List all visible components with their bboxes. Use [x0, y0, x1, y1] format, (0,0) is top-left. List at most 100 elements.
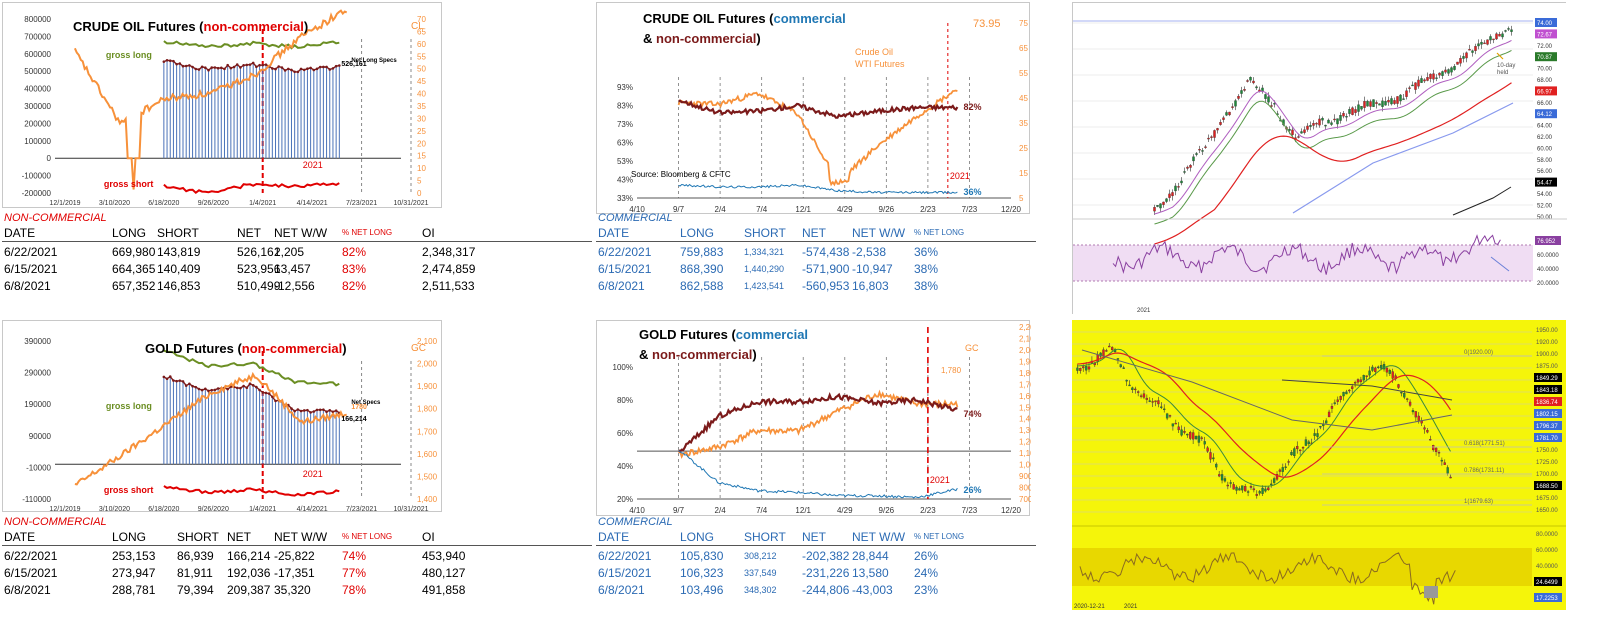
table-cell: 103,496	[680, 583, 724, 597]
net-marker	[194, 67, 198, 71]
candle-body	[1223, 478, 1227, 482]
net-marker	[200, 65, 204, 69]
net-marker	[334, 64, 338, 68]
right-tick-label: 800	[1019, 484, 1031, 493]
candle-body	[1315, 122, 1318, 125]
table-cell: 140,409	[157, 262, 201, 276]
rsi-tick-label: 17.2253	[1536, 596, 1558, 602]
candle-body	[1163, 408, 1166, 411]
candle-body	[1108, 345, 1111, 348]
price-tick-badge	[1534, 385, 1562, 394]
rsi-line	[1112, 234, 1501, 275]
candle-body	[1168, 193, 1171, 198]
candle-body	[1378, 103, 1381, 106]
candle-body	[1336, 399, 1339, 402]
x-tick-label: 6/18/2020	[148, 506, 179, 513]
price-tick-badge	[1534, 421, 1562, 430]
price-tick-label: 1843.18	[1536, 388, 1558, 394]
left-tick-label: 80%	[617, 396, 633, 405]
candle-body	[1110, 347, 1114, 351]
candle-body	[1316, 433, 1319, 437]
candle-body	[1417, 415, 1420, 421]
price-line	[677, 89, 958, 187]
candle-body	[1160, 406, 1163, 408]
candle-body	[1345, 116, 1348, 118]
candle-body	[1411, 410, 1415, 413]
table-cell: 253,153	[112, 549, 156, 563]
candle-body	[1249, 486, 1253, 488]
table-row: 6/22/2021 253,153 86,939 166,214 -25,822 74% 4…	[2, 549, 592, 566]
table-cell: -571,900	[802, 262, 850, 276]
candle-body	[1275, 474, 1279, 480]
candle-body	[1319, 426, 1322, 428]
chart-title-line2-part: non-commercial	[652, 347, 752, 362]
right-tick-label: 35	[417, 102, 426, 111]
candle-body	[1194, 436, 1198, 440]
rsi-tick-label: 80.0000	[1536, 532, 1558, 538]
candle-body	[1446, 467, 1449, 474]
x-tick-label: 9/7	[673, 205, 685, 214]
net-marker	[204, 387, 207, 391]
candle-body	[1504, 30, 1507, 32]
net-marker	[181, 380, 185, 383]
table-cell: 13,457	[274, 262, 311, 276]
candle-body	[1291, 129, 1294, 135]
price-tick-badge	[1534, 433, 1562, 442]
table-header-row: DATE LONG SHORT NET NET W/W % NET LONG	[596, 530, 1036, 547]
right-tick-label: 20	[417, 139, 426, 148]
table-cell: -244,806	[802, 583, 850, 597]
price-tick-label: 72.67	[1537, 32, 1553, 38]
candle-body	[1507, 28, 1510, 30]
candle-body	[1437, 452, 1441, 454]
right-tick-label: 1,500	[417, 472, 438, 481]
series-label: Crude Oil	[855, 47, 893, 57]
candle-body	[1443, 462, 1446, 465]
net-marker	[261, 63, 265, 67]
candle-body	[1321, 118, 1324, 121]
table-header-cell: NET	[802, 226, 826, 240]
net-marker	[162, 375, 166, 379]
candle-body	[1267, 487, 1270, 491]
candle-body	[1218, 474, 1221, 477]
candle-body	[1297, 136, 1300, 138]
left-tick-label: 300000	[24, 102, 51, 111]
table-cell: 453,940	[422, 549, 466, 563]
candle-body	[1210, 136, 1213, 138]
net-marker	[229, 66, 233, 70]
table-cell: 2,348,317	[422, 245, 476, 259]
left-tick-label: 400000	[24, 85, 51, 94]
candle-body	[1411, 84, 1414, 87]
ma-long-line	[1154, 82, 1512, 245]
candle-body	[1201, 150, 1204, 152]
table-cell: 23%	[914, 583, 939, 597]
price-tick-label: 62.00	[1537, 135, 1553, 141]
net-marker	[168, 375, 172, 378]
ma-annotation: held	[1497, 70, 1508, 76]
table-cell: 6/22/2021	[598, 549, 652, 563]
price-tick-badge	[1534, 409, 1562, 418]
right-tick-label: 15	[1019, 169, 1028, 178]
net-marker	[239, 66, 242, 69]
table-caption: COMMERCIAL	[598, 212, 673, 224]
net-marker	[328, 409, 332, 412]
price-tick-label: 56.00	[1537, 169, 1553, 175]
candle-body	[1180, 180, 1183, 184]
candle-body	[1384, 101, 1387, 106]
x-tick-label: 12/1/2019	[49, 506, 80, 513]
net-marker	[274, 399, 277, 403]
ma-long-term-line	[1452, 186, 1512, 216]
left-tick-label: 43%	[617, 176, 633, 185]
net-marker	[264, 63, 268, 66]
net-marker	[271, 395, 274, 399]
left-tick-label: 93%	[617, 83, 633, 92]
left-tick-label: 500000	[24, 67, 51, 76]
candle-body	[1204, 146, 1207, 148]
x-tick-label: 12/20	[1001, 205, 1022, 214]
net-marker	[188, 64, 191, 67]
price-tick-label: 1849.29	[1536, 376, 1558, 382]
net-value-label: 166,214	[341, 416, 366, 423]
candle-body	[1243, 89, 1246, 91]
chart-title-part: non-commercial	[242, 341, 342, 356]
candle-body	[1449, 476, 1452, 479]
candle-body	[1400, 391, 1403, 394]
